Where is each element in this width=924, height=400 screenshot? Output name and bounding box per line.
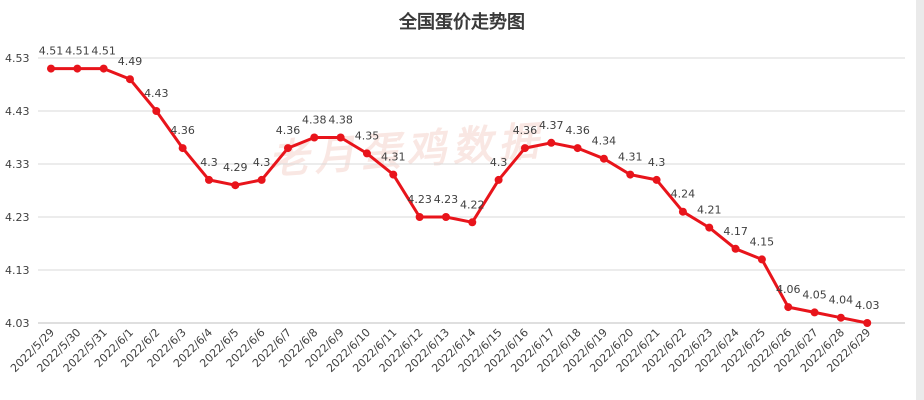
- data-point: [99, 64, 108, 73]
- data-label: 4.38: [302, 114, 327, 127]
- data-point: [705, 223, 714, 232]
- data-point: [836, 313, 845, 322]
- data-label: 4.36: [513, 124, 538, 137]
- data-label: 4.51: [65, 45, 90, 58]
- data-label: 4.51: [39, 45, 64, 58]
- data-label: 4.21: [697, 204, 722, 217]
- data-point: [336, 133, 345, 142]
- data-label: 4.23: [434, 193, 459, 206]
- data-point: [204, 175, 213, 184]
- data-label: 4.3: [648, 156, 666, 169]
- y-tick-label: 4.23: [5, 211, 30, 224]
- data-label: 4.36: [170, 124, 195, 137]
- data-point: [731, 244, 740, 253]
- data-point: [468, 218, 477, 227]
- data-point: [283, 144, 292, 153]
- data-label: 4.05: [802, 288, 827, 301]
- data-label: 4.51: [91, 45, 116, 58]
- data-point: [362, 149, 371, 158]
- data-label: 4.36: [276, 124, 301, 137]
- data-label: 4.37: [539, 119, 564, 132]
- data-point: [573, 144, 582, 153]
- y-tick-label: 4.53: [5, 52, 30, 65]
- data-point: [810, 308, 819, 317]
- data-point: [599, 154, 608, 163]
- data-point: [757, 255, 766, 264]
- series-line: [51, 67, 868, 325]
- data-point: [152, 107, 161, 115]
- data-label: 4.31: [381, 151, 406, 164]
- data-label: 4.34: [592, 135, 617, 148]
- data-label: 4.3: [200, 156, 218, 169]
- data-label: 4.29: [223, 161, 248, 174]
- data-point: [47, 64, 55, 73]
- data-label: 4.35: [355, 129, 380, 142]
- y-tick-label: 4.43: [5, 105, 30, 118]
- y-tick-label: 4.03: [5, 317, 30, 330]
- data-point: [125, 75, 134, 84]
- data-point: [784, 303, 793, 312]
- data-label: 4.43: [144, 87, 169, 100]
- y-tick-label: 4.13: [5, 264, 30, 277]
- data-point: [678, 207, 687, 216]
- data-label: 4.04: [829, 294, 854, 307]
- data-label: 4.36: [565, 124, 590, 137]
- scrollbar-edge: [916, 0, 924, 400]
- y-tick-label: 4.33: [5, 158, 30, 171]
- data-point: [310, 133, 319, 142]
- data-label: 4.31: [618, 151, 643, 164]
- data-point: [494, 175, 503, 184]
- data-point: [389, 170, 398, 179]
- data-label: 4.38: [328, 114, 353, 127]
- data-point: [547, 138, 556, 147]
- data-label: 4.23: [407, 193, 432, 206]
- data-label: 4.24: [671, 188, 696, 201]
- data-point: [863, 319, 872, 327]
- data-label: 4.17: [723, 225, 748, 238]
- data-label: 4.06: [776, 283, 801, 296]
- data-point: [626, 170, 635, 179]
- data-label: 4.49: [118, 55, 143, 68]
- data-point: [257, 175, 266, 184]
- data-point: [652, 175, 661, 184]
- data-point: [231, 181, 240, 190]
- data-label: 4.3: [253, 156, 271, 169]
- data-label: 4.03: [855, 299, 880, 312]
- data-point: [178, 144, 187, 153]
- data-point: [441, 213, 450, 221]
- data-label: 4.22: [460, 198, 485, 211]
- chart-title: 全国蛋价走势图: [399, 12, 525, 33]
- data-point: [73, 64, 82, 73]
- data-point: [520, 144, 529, 153]
- data-point: [415, 213, 424, 221]
- data-label: 4.3: [490, 156, 508, 169]
- data-label: 4.15: [750, 235, 775, 248]
